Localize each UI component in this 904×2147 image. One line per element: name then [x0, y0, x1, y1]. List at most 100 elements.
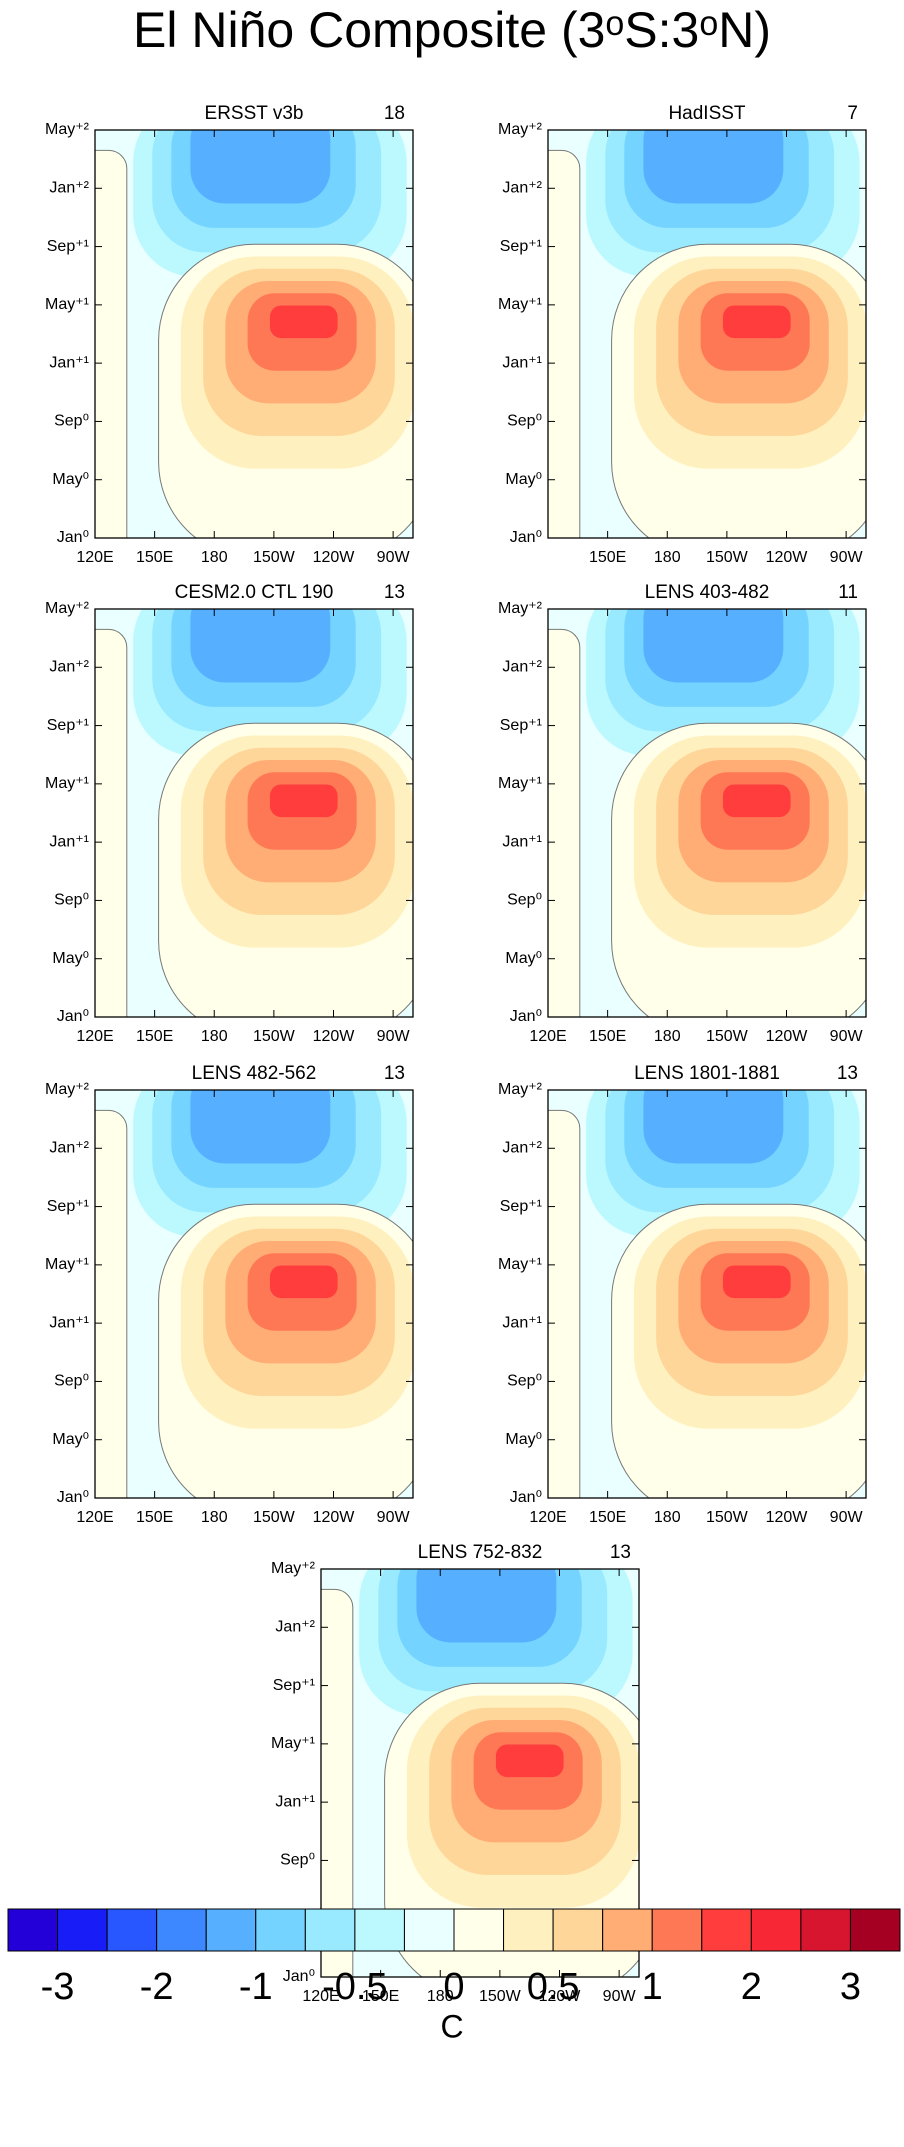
y-tick-label: May⁺²	[45, 600, 90, 617]
contour-fill	[548, 628, 581, 1017]
y-tick-label: Jan⁺¹	[49, 354, 89, 371]
y-tick-label: Sep⁰	[54, 413, 89, 430]
colorbar-box	[651, 1908, 703, 1952]
x-tick-label: 150W	[253, 1509, 296, 1526]
contour-fill	[548, 149, 581, 538]
contour-fill	[416, 1569, 557, 1643]
y-tick-label: Jan⁺²	[502, 1140, 542, 1157]
x-tick-label: 150E	[136, 549, 173, 566]
panel-count: 13	[837, 1063, 858, 1084]
y-tick-label: Sep⁰	[507, 413, 542, 430]
y-tick-label: May⁺²	[498, 121, 543, 138]
colorbar-box	[849, 1908, 901, 1952]
plot-frame	[94, 608, 414, 1018]
panel-count: 18	[384, 103, 405, 124]
y-tick-label: Jan⁺²	[502, 180, 542, 197]
colorbar-label: 1	[642, 1966, 663, 2008]
contour-fill	[548, 1109, 581, 1498]
colorbar-box	[106, 1908, 158, 1952]
y-tick-label: May⁰	[52, 471, 89, 488]
panel-title: CESM2.0 CTL 190	[175, 582, 334, 603]
y-tick-label: Jan⁰	[57, 1008, 89, 1025]
panel-count: 7	[847, 103, 858, 124]
x-tick-label: 180	[654, 1509, 681, 1526]
y-tick-label: Sep⁰	[507, 892, 542, 909]
panel-count: 13	[610, 1542, 631, 1563]
y-tick-label: Jan⁰	[57, 1489, 89, 1506]
y-tick-label: Jan⁺²	[49, 659, 89, 676]
colorbar-label: -3	[41, 1966, 75, 2008]
y-tick-label: Sep⁺¹	[47, 238, 89, 255]
y-tick-label: Jan⁰	[510, 1008, 542, 1025]
contour-fill	[95, 149, 128, 538]
x-tick-label: 90W	[377, 549, 411, 566]
x-tick-label: 120E	[302, 1988, 339, 2005]
x-tick-label: 120E	[76, 1028, 113, 1045]
colorbar-box	[304, 1908, 356, 1952]
x-tick-label: 120W	[539, 1988, 582, 2005]
y-tick-label: Sep⁰	[54, 892, 89, 909]
contour-fill	[722, 305, 791, 339]
plot-frame	[320, 1568, 640, 1978]
x-tick-label: 90W	[830, 1028, 864, 1045]
x-tick-label: 150E	[589, 1509, 626, 1526]
contour-fill	[190, 1090, 331, 1164]
contour-field	[548, 1090, 866, 1498]
x-tick-label: 180	[654, 549, 681, 566]
x-tick-label: 180	[201, 1509, 228, 1526]
panel-count: 13	[384, 582, 405, 603]
panel-title: HadISST	[668, 103, 745, 124]
plot-frame	[94, 129, 414, 539]
contour-fill	[722, 784, 791, 818]
y-tick-label: May⁺¹	[45, 1256, 89, 1273]
x-tick-label: 120E	[76, 1509, 113, 1526]
y-tick-label: Jan⁰	[510, 529, 542, 546]
y-tick-label: May⁺²	[271, 1560, 316, 1577]
colorbar-label: 0	[443, 1966, 464, 2008]
x-tick-label: 90W	[603, 1988, 637, 2005]
x-tick-label: 150W	[253, 1028, 296, 1045]
plot-frame	[94, 1089, 414, 1499]
y-tick-label: Jan⁺¹	[275, 1793, 315, 1810]
panel-title: LENS 752-832	[418, 1542, 543, 1563]
x-tick-label: 90W	[830, 1509, 864, 1526]
contour-fill	[190, 130, 331, 204]
x-tick-label: 150W	[253, 549, 296, 566]
x-tick-label: 150E	[589, 1028, 626, 1045]
y-tick-label: May⁰	[52, 950, 89, 967]
contour-field	[548, 609, 866, 1017]
y-tick-label: May⁰	[505, 1431, 542, 1448]
contour-fill	[643, 609, 784, 683]
panel-title: LENS 403-482	[645, 582, 770, 603]
x-tick-label: 90W	[830, 549, 864, 566]
contour-field	[95, 1090, 413, 1498]
y-tick-label: Sep⁺¹	[500, 1198, 542, 1215]
y-tick-label: Jan⁺²	[49, 180, 89, 197]
y-tick-label: Sep⁺¹	[47, 1198, 89, 1215]
colorbar-label: -2	[140, 1966, 174, 2008]
y-tick-label: May⁺¹	[498, 1256, 542, 1273]
colorbar-box	[156, 1908, 207, 1952]
x-tick-label: 180	[201, 1028, 228, 1045]
colorbar-box	[205, 1908, 257, 1952]
y-tick-label: Jan⁺¹	[49, 1314, 89, 1331]
y-tick-label: Jan⁺¹	[502, 354, 542, 371]
x-tick-label: 150E	[589, 549, 626, 566]
y-tick-label: Jan⁺²	[502, 659, 542, 676]
y-tick-label: May⁺¹	[45, 296, 89, 313]
x-tick-label: 90W	[377, 1028, 411, 1045]
x-tick-label: 150W	[706, 549, 749, 566]
x-tick-label: 120W	[313, 1028, 356, 1045]
x-tick-label: 150W	[706, 1509, 749, 1526]
x-tick-label: 120W	[766, 549, 809, 566]
plot-frame	[547, 129, 867, 539]
colorbar-label: 3	[840, 1966, 861, 2008]
panel-title: ERSST v3b	[205, 103, 304, 124]
contour-fill	[269, 784, 338, 818]
colorbar-box	[503, 1908, 554, 1952]
y-tick-label: May⁺²	[498, 600, 543, 617]
contour-fill	[95, 1109, 128, 1498]
colorbar-box	[7, 1908, 59, 1952]
